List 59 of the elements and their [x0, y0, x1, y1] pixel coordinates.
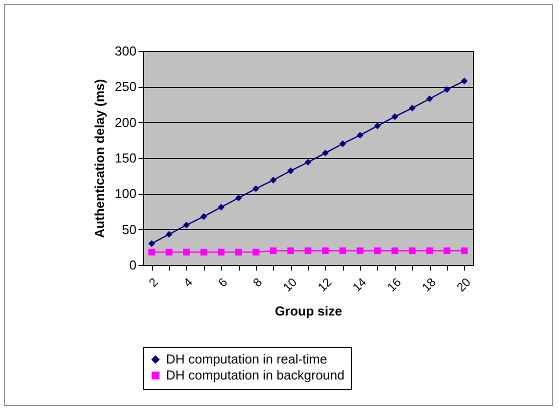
point	[183, 222, 190, 228]
point	[148, 240, 156, 247]
point	[287, 247, 294, 254]
point	[444, 86, 450, 93]
x-axis-title: Group size	[274, 304, 342, 319]
x-tick-label: 8	[250, 274, 266, 290]
point	[270, 247, 277, 254]
x-tick-label: 4	[180, 274, 196, 290]
point	[460, 247, 468, 254]
point	[460, 78, 468, 84]
legend-label: DH computation in real-time	[166, 352, 328, 366]
y-tick-label: 150	[114, 150, 136, 166]
x-tick-label: 2	[146, 274, 161, 290]
x-tick-label: 10	[280, 274, 300, 294]
point	[374, 122, 381, 130]
point	[166, 230, 172, 238]
y-tick-label: 100	[114, 186, 136, 202]
point	[356, 132, 364, 139]
point	[270, 176, 277, 184]
point	[166, 248, 172, 256]
y-tick-label: 300	[114, 44, 136, 58]
point	[408, 247, 416, 254]
point	[426, 247, 433, 254]
point	[235, 248, 242, 256]
point	[252, 248, 260, 256]
point	[183, 248, 190, 256]
legend-label: DH computation in background	[166, 368, 344, 382]
x-tick-label: 16	[384, 274, 404, 294]
point	[356, 247, 364, 254]
point	[391, 113, 398, 120]
x-tick-label: 12	[315, 274, 335, 294]
y-tick-label: 0	[129, 258, 136, 272]
point	[252, 185, 260, 192]
y-tick-label: 50	[122, 222, 136, 237]
y-tick-label: 250	[114, 79, 136, 94]
x-tick-label: 14	[350, 274, 370, 294]
point	[200, 248, 208, 256]
point	[339, 140, 346, 148]
point	[444, 247, 450, 254]
point	[235, 194, 242, 202]
point	[391, 247, 398, 254]
point	[287, 167, 294, 174]
y-tick-label: 200	[114, 114, 136, 130]
x-tick-label: 6	[216, 274, 230, 290]
point	[218, 204, 225, 211]
point	[374, 247, 381, 254]
x-tick-label: 18	[419, 274, 439, 294]
x-tick-label: 20	[454, 274, 474, 294]
point	[426, 95, 433, 102]
point	[408, 104, 416, 112]
point	[339, 247, 346, 254]
point	[322, 247, 329, 254]
point	[218, 248, 225, 256]
point	[304, 247, 312, 254]
point	[148, 248, 156, 256]
y-axis-title: Authentication delay (ms)	[92, 79, 107, 238]
point	[200, 213, 208, 220]
point	[304, 158, 312, 166]
point	[322, 150, 329, 156]
